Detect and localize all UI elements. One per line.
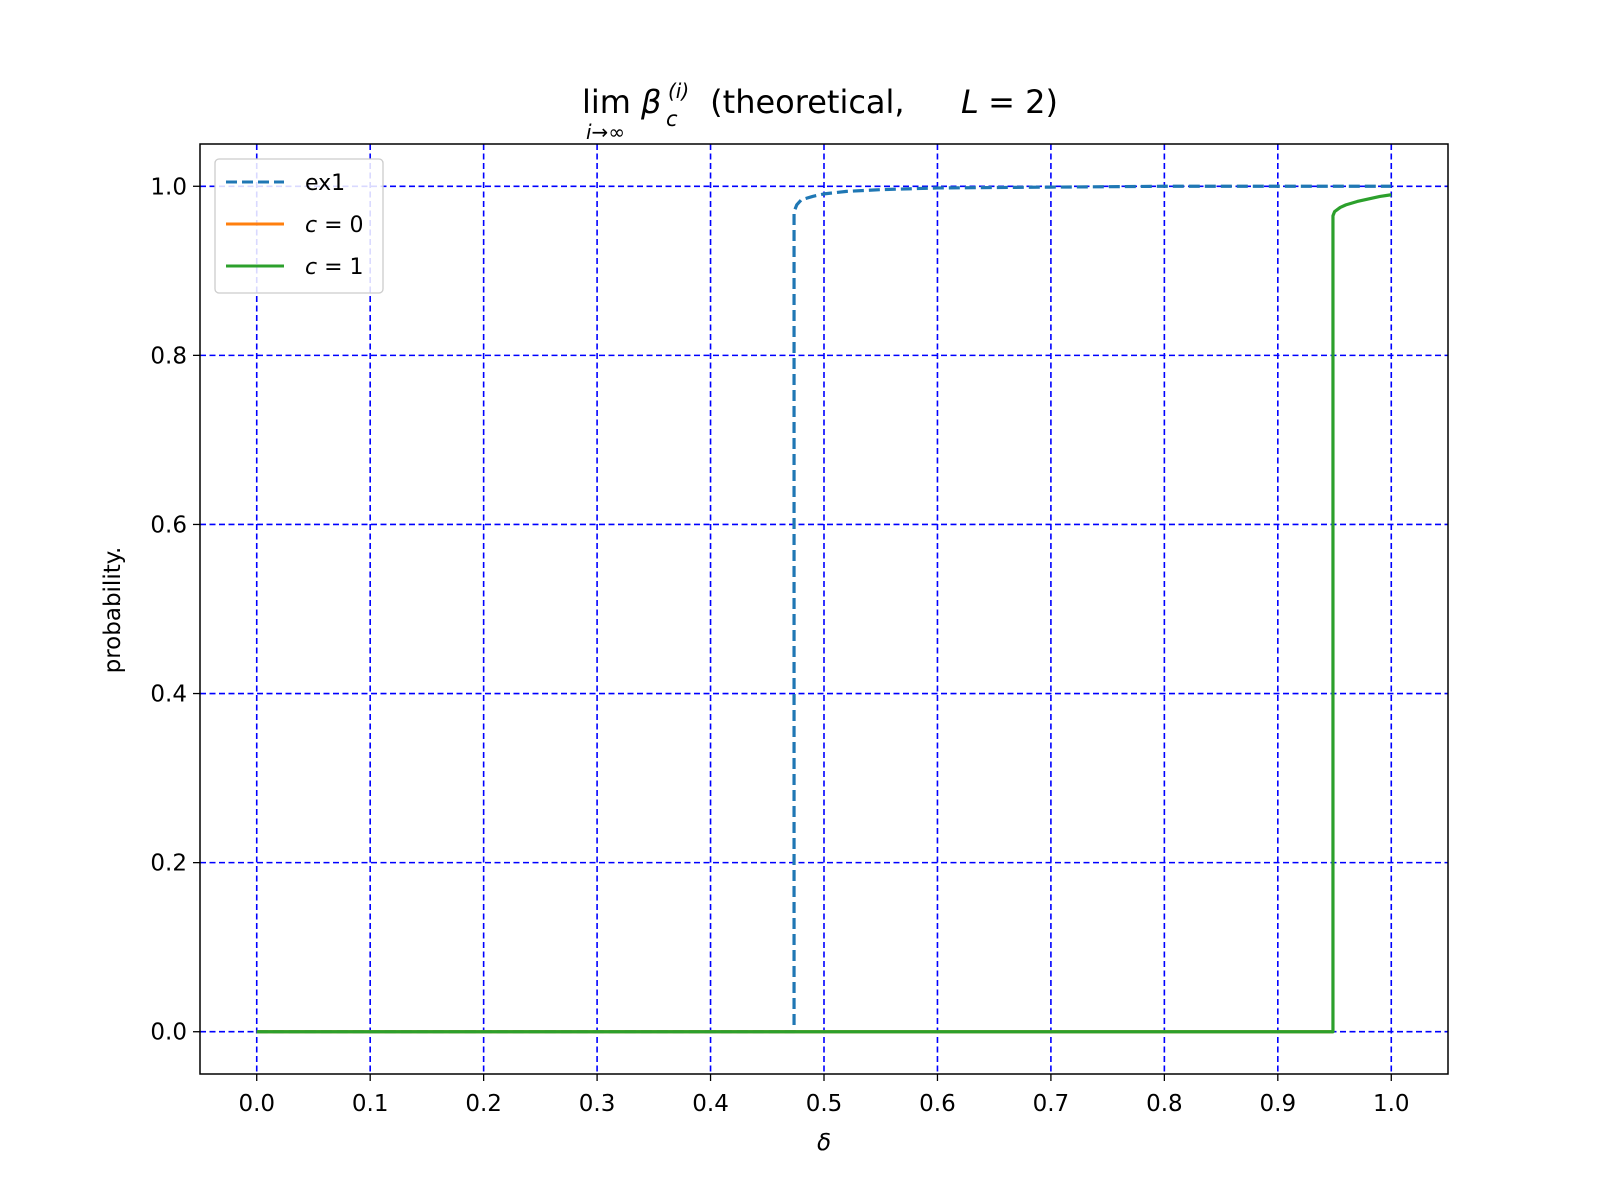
y-tick-label: 0.8 bbox=[150, 343, 187, 369]
x-tick-label: 0.8 bbox=[1146, 1091, 1183, 1117]
y-tick-label: 1.0 bbox=[150, 174, 187, 200]
y-axis-label: probability. bbox=[100, 547, 126, 674]
x-tick-label: 0.5 bbox=[806, 1091, 843, 1117]
title-lim-subscript: i→∞ bbox=[586, 120, 625, 144]
legend: ex1 c = 0 c = 1 bbox=[214, 158, 384, 294]
x-tick-label: 0.7 bbox=[1033, 1091, 1070, 1117]
title-text-before-L: (theoretical, bbox=[700, 83, 915, 121]
y-tick-label: 0.0 bbox=[150, 1020, 187, 1046]
x-tick-label: 0.2 bbox=[465, 1091, 502, 1117]
series-layer bbox=[256, 184, 1392, 1034]
x-tick-label: 0.6 bbox=[919, 1091, 956, 1117]
y-axis-ticks: 0.0 0.2 0.4 0.6 0.8 1.0 bbox=[150, 174, 200, 1046]
plot-area: 0.0 0.1 0.2 0.3 0.4 0.5 0.6 0.7 0.8 0.9 1.0 0.0 0.2… bbox=[150, 143, 1449, 1117]
legend-label-c1-rest: = 1 bbox=[317, 255, 363, 280]
y-tick-label: 0.2 bbox=[150, 851, 187, 877]
y-tick-label: 0.4 bbox=[150, 682, 187, 708]
grid-lines bbox=[200, 144, 1448, 1074]
title-lim: lim bbox=[582, 83, 631, 121]
title-beta-superscript: (i) bbox=[668, 79, 689, 103]
title-beta-subscript: c bbox=[666, 107, 678, 131]
title-beta: β bbox=[640, 83, 661, 121]
x-tick-label: 1.0 bbox=[1373, 1091, 1410, 1117]
legend-box bbox=[214, 158, 384, 294]
x-tick-label: 0.3 bbox=[579, 1091, 616, 1117]
x-tick-label: 0.0 bbox=[238, 1091, 275, 1117]
legend-label-c1-var: c bbox=[305, 255, 317, 280]
legend-label-c0-var: c bbox=[305, 213, 317, 238]
legend-label-c0-rest: = 0 bbox=[317, 213, 363, 238]
legend-label-c0: c = 0 bbox=[305, 213, 364, 238]
legend-label-ex1: ex1 bbox=[305, 171, 345, 196]
x-tick-label: 0.9 bbox=[1260, 1091, 1297, 1117]
title-L-variable: L bbox=[961, 83, 979, 121]
legend-label-c1: c = 1 bbox=[305, 255, 364, 280]
x-axis-ticks: 0.0 0.1 0.2 0.3 0.4 0.5 0.6 0.7 0.8 0.9 1.0 bbox=[238, 1074, 1410, 1117]
x-tick-label: 0.4 bbox=[692, 1091, 729, 1117]
y-tick-label: 0.6 bbox=[150, 512, 187, 538]
title-text-after-L: = 2) bbox=[978, 83, 1058, 121]
x-axis-label: δ bbox=[817, 1130, 831, 1156]
series-line-2 bbox=[256, 193, 1392, 1034]
chart-title: lim i→∞ β c (i) (theoretical, L = 2) bbox=[582, 79, 1058, 144]
x-tick-label: 0.1 bbox=[352, 1091, 389, 1117]
